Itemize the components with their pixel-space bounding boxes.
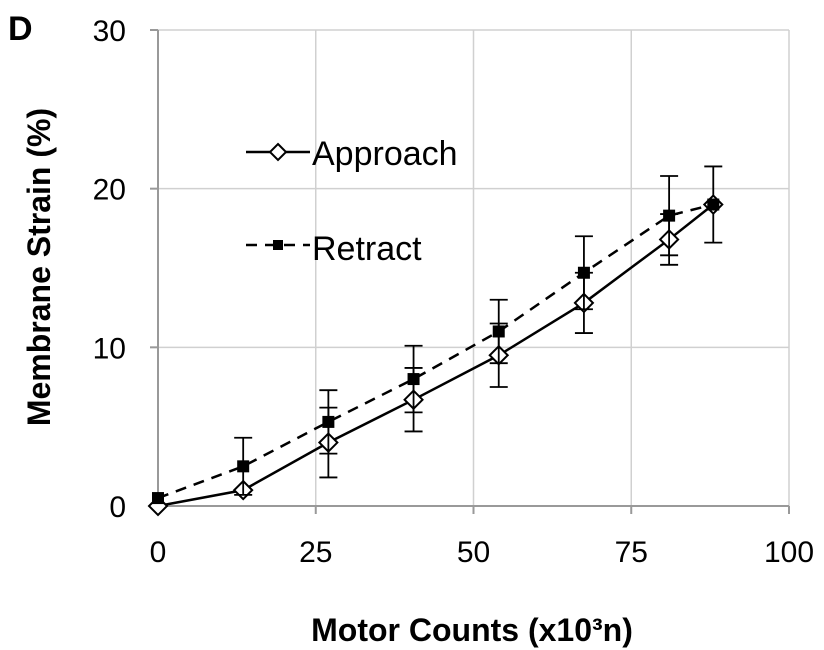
retract-point — [492, 325, 505, 338]
retract-point — [322, 415, 335, 428]
panel-label: D — [8, 10, 33, 48]
y-tick-label: 20 — [93, 174, 126, 207]
retract-point — [707, 198, 720, 211]
legend-approach-marker — [268, 142, 288, 162]
y-ticks: 0 10 20 30 — [93, 15, 158, 524]
x-tick-label: 0 — [150, 536, 167, 569]
legend-retract-marker — [273, 240, 283, 250]
x-axis-title: Motor Counts (x10³n) — [311, 612, 633, 648]
legend-approach-label: Approach — [312, 135, 458, 173]
series — [147, 165, 724, 517]
series-retract — [152, 175, 720, 505]
retract-point — [663, 209, 676, 222]
retract-point — [407, 373, 420, 386]
y-tick-label: 10 — [93, 332, 126, 365]
x-tick-label: 25 — [299, 536, 332, 569]
series-approach — [147, 165, 724, 517]
retract-point — [152, 492, 164, 505]
y-tick-label: 0 — [109, 491, 126, 524]
retract-line — [157, 203, 714, 500]
legend: Approach Retract — [246, 135, 458, 268]
approach-line — [157, 203, 715, 508]
legend-retract-label: Retract — [312, 230, 422, 268]
y-axis-title: Membrane Strain (%) — [21, 108, 57, 426]
grid — [157, 29, 790, 507]
retract-point — [577, 266, 590, 279]
retract-point — [237, 460, 250, 473]
x-tick-label: 75 — [615, 536, 648, 569]
y-tick-label: 30 — [93, 15, 126, 48]
x-tick-label: 100 — [764, 536, 814, 569]
x-tick-label: 50 — [457, 536, 490, 569]
x-ticks: 0 25 50 75 100 — [150, 506, 814, 569]
